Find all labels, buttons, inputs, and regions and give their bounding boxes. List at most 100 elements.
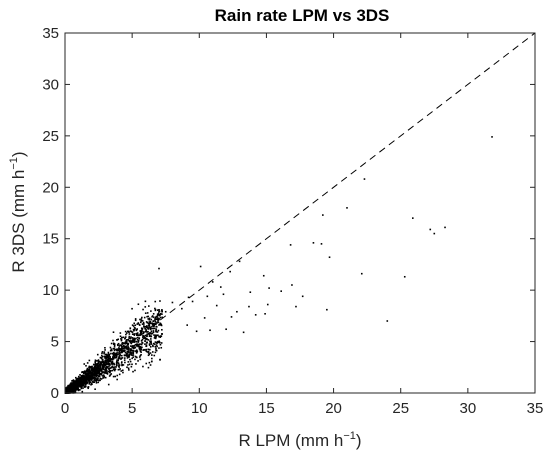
data-point-cluster — [131, 345, 134, 347]
data-point-cluster — [140, 351, 142, 353]
data-point — [386, 320, 389, 322]
data-point-cluster — [161, 313, 163, 315]
data-point-cluster — [122, 369, 124, 372]
data-point-cluster — [151, 351, 154, 353]
data-point-cluster — [88, 381, 90, 384]
data-point-cluster — [85, 369, 88, 372]
x-tick-label: 25 — [392, 400, 409, 417]
data-point-cluster — [139, 334, 142, 336]
data-point-cluster — [115, 354, 118, 356]
data-point-cluster — [101, 363, 103, 365]
data-point-cluster — [141, 342, 144, 344]
data-point-cluster — [156, 342, 158, 345]
data-point — [186, 324, 188, 326]
data-point-cluster — [88, 359, 91, 362]
data-point-cluster — [70, 390, 73, 392]
data-point — [312, 242, 315, 244]
data-point-cluster — [156, 318, 159, 321]
data-point-cluster — [102, 367, 105, 370]
data-point-cluster — [100, 364, 102, 367]
data-point-cluster — [136, 345, 138, 347]
data-point-cluster — [115, 366, 117, 368]
data-point-cluster — [152, 342, 155, 345]
data-point-cluster — [139, 345, 142, 348]
data-point-cluster — [124, 330, 127, 333]
y-tick-label: 10 — [42, 282, 59, 299]
data-point — [199, 265, 202, 268]
data-point-cluster — [110, 366, 113, 369]
data-point-cluster — [132, 370, 134, 373]
data-point-cluster — [126, 353, 129, 355]
data-point-cluster — [125, 353, 128, 356]
chart-title: Rain rate LPM vs 3DS — [215, 6, 390, 25]
data-point-cluster — [123, 354, 126, 356]
data-point-cluster — [159, 312, 162, 315]
data-point-cluster — [72, 387, 75, 389]
data-point-cluster — [110, 348, 113, 350]
data-point-cluster — [112, 368, 115, 371]
data-point-cluster — [159, 313, 161, 316]
data-point-cluster — [131, 363, 133, 366]
data-point-cluster — [158, 323, 161, 326]
data-point-cluster — [154, 335, 156, 337]
data-point-cluster — [134, 343, 137, 346]
y-axis-label-close: ) — [9, 151, 28, 157]
data-point — [262, 274, 265, 277]
data-point-cluster — [109, 349, 112, 352]
data-point-cluster — [113, 362, 115, 365]
data-point-cluster — [148, 344, 151, 346]
data-point-cluster — [146, 326, 148, 329]
data-point-cluster — [121, 346, 123, 348]
data-point-cluster — [79, 376, 82, 379]
data-point-cluster — [89, 371, 91, 373]
data-point-cluster — [93, 379, 95, 382]
data-point-cluster — [106, 373, 109, 375]
data-point-cluster — [109, 364, 111, 366]
data-point-cluster — [146, 315, 148, 318]
data-point — [322, 214, 324, 216]
data-point-cluster — [153, 334, 155, 336]
data-point-cluster — [89, 377, 92, 380]
data-point-cluster — [111, 352, 114, 355]
data-point — [219, 286, 222, 288]
data-point-cluster — [70, 386, 72, 389]
data-point-cluster — [112, 347, 115, 350]
data-point — [444, 226, 446, 229]
data-point-cluster — [84, 372, 87, 374]
data-point-cluster — [98, 365, 101, 367]
data-point-cluster — [117, 361, 119, 364]
data-point-cluster — [153, 322, 155, 325]
data-point-cluster — [161, 309, 163, 311]
data-point-cluster — [155, 344, 158, 346]
data-point-cluster — [136, 323, 139, 325]
data-point-cluster — [154, 351, 157, 354]
data-point-cluster — [133, 337, 136, 340]
data-point-cluster — [149, 332, 151, 334]
data-point-cluster — [158, 308, 160, 311]
data-point-cluster — [140, 339, 143, 342]
data-point-cluster — [157, 312, 160, 315]
data-point-cluster — [120, 350, 123, 352]
data-point-cluster — [140, 343, 143, 346]
data-point-cluster — [74, 376, 77, 379]
data-point-cluster — [144, 349, 146, 351]
data-point-cluster — [115, 363, 118, 365]
data-point-cluster — [107, 370, 110, 373]
data-point-cluster — [158, 335, 160, 338]
data-point-cluster — [155, 347, 157, 350]
data-point-cluster — [120, 362, 123, 364]
data-point-cluster — [158, 318, 161, 320]
data-point-cluster — [100, 369, 102, 371]
data-point-cluster — [158, 314, 161, 317]
data-point-cluster — [65, 388, 67, 390]
data-point-cluster — [154, 318, 156, 320]
data-point-cluster — [73, 387, 76, 389]
data-point-cluster — [159, 322, 162, 325]
data-point-cluster — [109, 371, 111, 373]
data-point-cluster — [138, 337, 141, 339]
data-point-cluster — [124, 336, 127, 338]
data-point-cluster — [141, 327, 144, 330]
data-point-cluster — [98, 369, 100, 372]
data-point-cluster — [151, 332, 154, 335]
data-point-cluster — [96, 353, 99, 356]
